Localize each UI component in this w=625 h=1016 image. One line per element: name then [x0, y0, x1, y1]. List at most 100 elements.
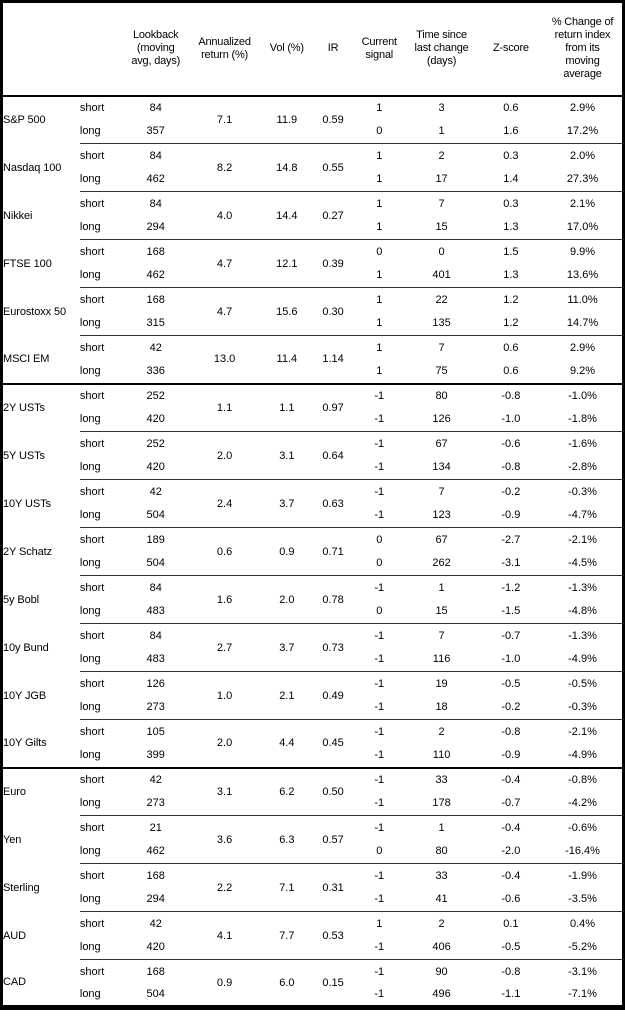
- current-signal-value: -1: [374, 988, 385, 1001]
- lookback-value: 84: [124, 623, 188, 648]
- asset-row-short: 5y Bobl short 84 1.6 2.0 0.78 -1 1 -1.2 -1.3%: [2, 575, 624, 624]
- zscore-value: -1.2: [478, 575, 544, 600]
- vol-value: 1.1: [261, 382, 312, 432]
- zscore-value: 1.5: [478, 239, 544, 264]
- time-since-value: 80: [404, 382, 479, 408]
- time-since-value: 19: [404, 671, 479, 696]
- pct-change-value: -2.8%: [568, 461, 597, 474]
- time-since-value: 2: [404, 719, 479, 744]
- vol-value: 7.1: [261, 863, 312, 912]
- period-label: long: [79, 797, 101, 810]
- period-label: short: [79, 431, 125, 456]
- vol-value: 12.1: [261, 239, 312, 288]
- asset-row-long: long 336 1 75 0.6 9.2%: [2, 360, 624, 384]
- current-signal-value: 1: [376, 365, 383, 377]
- pct-change-value: -4.5%: [568, 557, 597, 570]
- pct-change-value: -3.5%: [568, 893, 597, 906]
- zscore-value: 0.6: [503, 365, 519, 377]
- corner-cell: [1, 1, 80, 97]
- period-label: long: [79, 988, 101, 1001]
- asset-name: Nasdaq 100: [3, 161, 62, 174]
- zscore-value: -0.2: [478, 479, 544, 504]
- zscore-value: 1.2: [503, 317, 519, 330]
- vol-value: 3.7: [261, 623, 312, 672]
- asset-name: Yen: [3, 833, 22, 846]
- time-since-value: 7: [404, 623, 479, 648]
- annualized-return-value: 7.1: [216, 113, 233, 126]
- ir-value: 0.50: [311, 766, 355, 816]
- current-signal-value: 0: [354, 527, 405, 552]
- lookback-value: 84: [124, 191, 188, 216]
- asset-row-short: Sterling short 168 2.2 7.1 0.31 -1 33 -0.4 -1.9%: [2, 863, 624, 912]
- pct-change-value: 11.0%: [543, 287, 624, 312]
- annualized-return-value: 3.6: [187, 815, 262, 864]
- period-label: short: [79, 719, 125, 744]
- asset-row-short: MSCI EM short 42 13.0 11.4 1.14 1 7 0.6 2.9%: [2, 335, 624, 384]
- vol-value: 6.2: [261, 766, 312, 816]
- table-header: Lookback (moving avg, days) Annualized r…: [1, 1, 624, 97]
- current-signal-value: -1: [354, 815, 405, 840]
- pct-change-value: 9.9%: [543, 239, 624, 264]
- asset-row-long: long 420 -1 406 -0.5 -5.2%: [2, 936, 624, 960]
- current-signal-value: -1: [374, 749, 385, 761]
- asset-row-short: FTSE 100 short 168 4.7 12.1 0.39 0 0 1.5 9.9%: [2, 239, 624, 288]
- ir-value: 0.53: [311, 911, 355, 960]
- asset-row-long: long 483 0 15 -1.5 -4.8%: [2, 600, 624, 624]
- zscore-value: 0.1: [478, 911, 544, 936]
- vol-value: 3.7: [261, 479, 312, 528]
- lookback-value: 357: [146, 125, 165, 138]
- ir-value: 0.71: [311, 527, 355, 576]
- pct-change-value: -2.1%: [543, 527, 624, 552]
- current-signal-value: -1: [354, 766, 405, 792]
- vol-value: 2.1: [261, 671, 312, 720]
- period-label: short: [79, 911, 125, 936]
- time-since-value: 41: [435, 893, 448, 906]
- current-signal-value: -1: [354, 863, 405, 888]
- pct-change-value: -4.8%: [568, 605, 597, 618]
- current-signal-value: 0: [354, 239, 405, 264]
- ir-value: 0.57: [311, 815, 355, 864]
- asset-row-long: long 273 -1 178 -0.7 -4.2%: [2, 792, 624, 816]
- ir-value: 0.78: [311, 575, 355, 624]
- asset-name: S&P 500: [3, 114, 46, 126]
- asset-name: 5y Bobl: [3, 593, 39, 606]
- period-label: short: [79, 382, 125, 408]
- period-label: long: [79, 269, 101, 282]
- time-since-value: 67: [404, 431, 479, 456]
- pct-change-value: 2.0%: [543, 143, 624, 168]
- period-label: short: [79, 191, 125, 216]
- lookback-value: 189: [124, 527, 188, 552]
- time-since-value: 123: [432, 509, 451, 522]
- table-body: S&P 500 short 84 7.1 11.9 0.59 1 3 0.6 2.9% long 35…: [1, 96, 624, 1008]
- pct-change-value: -1.9%: [543, 863, 624, 888]
- asset-name: AUD: [3, 929, 26, 942]
- vol-value: 14.4: [261, 191, 312, 240]
- lookback-value: 252: [124, 431, 188, 456]
- col-header-vol: Vol (%): [261, 1, 312, 97]
- period-label: short: [79, 479, 125, 504]
- current-signal-value: -1: [374, 653, 385, 666]
- period-label: long: [79, 221, 101, 234]
- asset-name: 2Y Schatz: [3, 545, 53, 558]
- time-since-value: 90: [404, 959, 479, 984]
- current-signal-value: -1: [354, 431, 405, 456]
- current-signal-value: 1: [354, 191, 405, 216]
- current-signal-value: -1: [374, 941, 385, 954]
- time-since-value: 262: [432, 557, 451, 570]
- period-label: long: [79, 701, 101, 714]
- asset-row-short: 5Y USTs short 252 2.0 3.1 0.64 -1 67 -0.6 -1.6%: [2, 431, 624, 480]
- time-since-value: 2: [404, 911, 479, 936]
- period-label: short: [79, 239, 125, 264]
- pct-change-value: -0.8%: [543, 766, 624, 792]
- asset-row-long: long 357 0 1 1.6 17.2%: [2, 120, 624, 144]
- zscore-value: -1.5: [501, 605, 521, 618]
- zscore-value: -1.1: [501, 988, 521, 1001]
- lookback-value: 252: [124, 382, 188, 408]
- period-label: long: [79, 893, 101, 906]
- asset-name: 10Y Gilts: [3, 737, 47, 749]
- pct-change-value: -5.2%: [568, 941, 597, 954]
- lookback-value: 84: [124, 143, 188, 168]
- pct-change-value: -4.9%: [568, 749, 597, 761]
- current-signal-value: -1: [354, 719, 405, 744]
